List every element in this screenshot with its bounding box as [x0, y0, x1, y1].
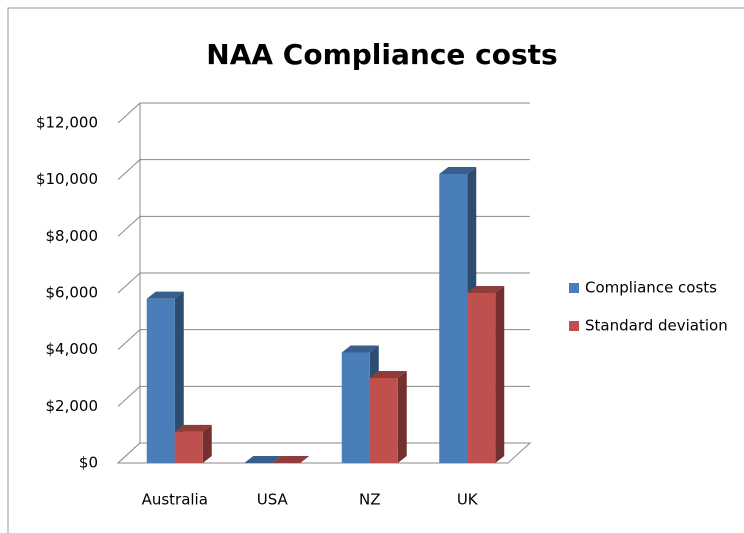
bar-side [495, 286, 505, 463]
x-tick-label: UK [457, 491, 479, 509]
bar-top [174, 424, 212, 432]
grid-line [117, 272, 530, 294]
legend-swatch [569, 283, 579, 293]
bar-top [146, 291, 184, 299]
y-tick-label: $12,000 [36, 114, 98, 132]
y-tick-label: $8,000 [46, 227, 99, 245]
grid-line [117, 102, 530, 124]
bar-top [272, 456, 310, 463]
legend-label: Compliance costs [585, 279, 717, 297]
bar-side [174, 291, 184, 463]
bar-side [397, 371, 407, 463]
chart-title: NAA Compliance costs [206, 38, 557, 71]
bar-top [467, 286, 505, 293]
bar [146, 298, 175, 463]
y-tick-label: $2,000 [46, 397, 99, 415]
bar [369, 378, 398, 463]
bar [467, 293, 496, 463]
x-tick-label: NZ [359, 491, 381, 509]
y-tick-label: $0 [79, 454, 98, 472]
chart-frame [7, 7, 744, 533]
x-tick-label: Australia [142, 491, 208, 509]
bar-side [202, 424, 212, 463]
grid-line [117, 159, 530, 181]
y-tick-label: $6,000 [46, 284, 99, 302]
grid-line [117, 215, 530, 237]
bar [341, 352, 370, 463]
bar-top [244, 456, 282, 463]
y-tick-label: $4,000 [46, 340, 99, 358]
x-tick-label: USA [257, 491, 289, 509]
bar-top [341, 345, 379, 353]
bar [174, 431, 203, 463]
legend-swatch [569, 321, 579, 331]
grid-line [117, 329, 530, 351]
bar [439, 174, 468, 463]
bar-top [439, 167, 477, 174]
legend-label: Standard deviation [585, 317, 728, 335]
y-tick-label: $10,000 [36, 170, 98, 188]
bar-top [369, 371, 407, 378]
